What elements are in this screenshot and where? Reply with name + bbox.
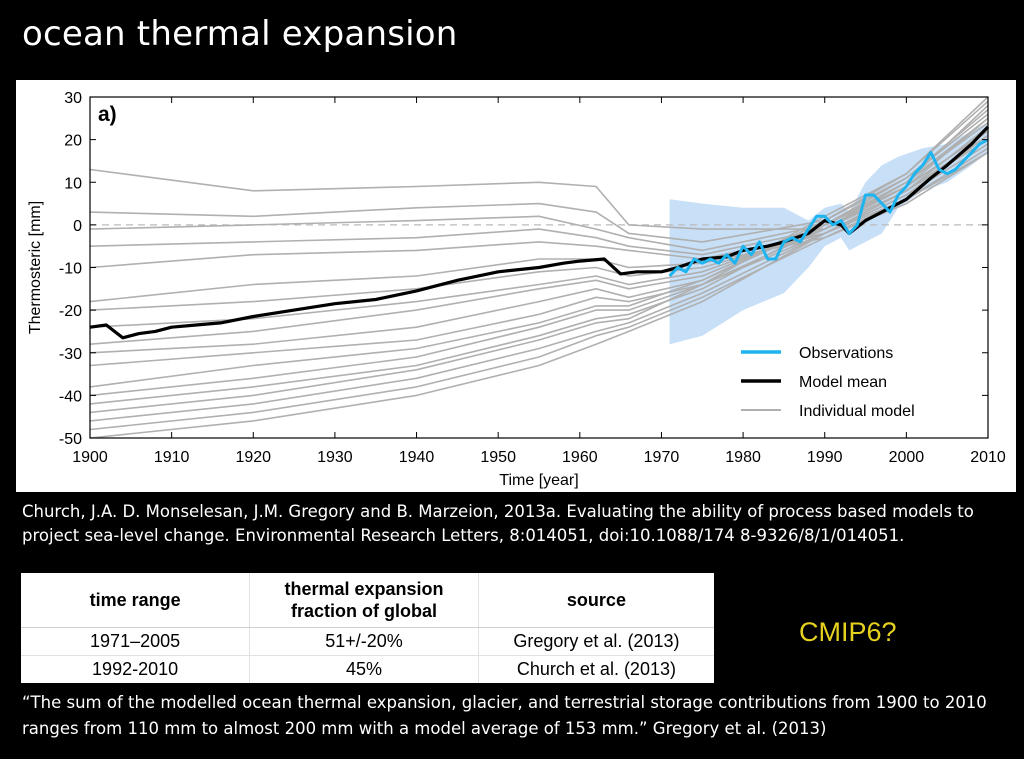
x-tick-label: 1930 — [317, 449, 353, 466]
y-tick-label: -40 — [59, 388, 82, 405]
header-source: source — [478, 573, 714, 628]
individual-model-line — [89, 130, 989, 397]
header-fraction: thermal expansion fraction of global — [249, 573, 479, 628]
table-row: 1971–2005 51+/-20% Gregory et al. (2013) — [21, 627, 714, 656]
cmip6-note: CMIP6? — [799, 617, 897, 647]
comparison-table: time range thermal expansion fraction of… — [21, 573, 714, 683]
x-tick-label: 2000 — [889, 449, 925, 466]
model-mean-line — [89, 125, 990, 340]
x-tick-label: 1910 — [154, 449, 190, 466]
comparison-table-panel: time range thermal expansion fraction of… — [21, 573, 714, 683]
header-time-range: time range — [21, 573, 251, 628]
x-tick-label: 1940 — [399, 449, 435, 466]
y-tick-label: -10 — [59, 261, 82, 278]
legend-label: Individual model — [799, 403, 915, 420]
table-header-row: time range thermal expansion fraction of… — [21, 573, 714, 628]
cell-fraction: 51+/-20% — [249, 627, 479, 656]
x-tick-label: 1990 — [807, 449, 843, 466]
observations-group — [668, 138, 989, 278]
individual-model-line — [89, 121, 989, 230]
x-tick-label: 1900 — [72, 449, 108, 466]
y-tick-label: 20 — [64, 133, 82, 150]
legend-group: Observations Model mean Individual model — [741, 345, 915, 420]
x-tick-label: 1950 — [480, 449, 516, 466]
cell-time-range: 1971–2005 — [21, 627, 251, 656]
observation-uncertainty-group — [669, 122, 988, 345]
x-tick-label: 1980 — [725, 449, 761, 466]
y-tick-label: -30 — [59, 346, 82, 363]
legend-label: Observations — [799, 345, 893, 362]
cell-source: Church et al. (2013) — [516, 659, 676, 679]
individual-model-line — [89, 138, 989, 256]
x-tick-label: 2010 — [970, 449, 1006, 466]
y-tick-label: 10 — [64, 175, 82, 192]
individual-model-line — [89, 143, 989, 422]
x-tick-label: 1920 — [235, 449, 271, 466]
legend-label: Model mean — [799, 374, 887, 391]
chart-panel: 1900 1910 1920 1930 1940 1950 1960 1970 1980 1990… — [16, 80, 1016, 492]
observation-uncertainty-band — [669, 122, 988, 345]
y-axis-label: Thermosteric [mm] — [27, 201, 44, 334]
observations-line — [668, 138, 989, 278]
individual-model-line — [89, 134, 989, 439]
cell-time-range: 1992-2010 — [21, 655, 251, 683]
y-tick-label: 0 — [73, 218, 82, 235]
individual-models-group — [89, 96, 989, 439]
cell-fraction: 45% — [249, 655, 479, 683]
panel-label: a) — [98, 103, 117, 126]
citation: Church, J.A. D. Monselesan, J.M. Gregory… — [22, 502, 974, 545]
x-tick-label: 1960 — [562, 449, 598, 466]
quote-text: “The sum of the modelled ocean thermal e… — [22, 693, 987, 738]
model-mean-group — [89, 125, 990, 340]
cell-source: Gregory et al. (2013) — [478, 627, 714, 656]
y-tick-label: 30 — [64, 90, 82, 107]
x-axis-label: Time [year] — [499, 472, 578, 489]
y-tick-label: -50 — [59, 431, 82, 448]
individual-model-line — [89, 113, 989, 405]
y-tick-label: -20 — [59, 303, 82, 320]
axes-group: 1900 1910 1920 1930 1940 1950 1960 1970 1980 1990… — [27, 90, 1006, 489]
table-row: 1992-2010 45% Church et al. (2013) — [21, 655, 714, 683]
individual-model-line — [89, 147, 989, 269]
x-tick-label: 1970 — [644, 449, 680, 466]
thermosteric-chart: 1900 1910 1920 1930 1940 1950 1960 1970 1980 1990… — [27, 90, 1006, 489]
individual-model-line — [89, 130, 989, 252]
individual-model-line — [89, 151, 989, 431]
slide-title: ocean thermal expansion — [22, 14, 458, 54]
individual-model-line — [89, 117, 989, 388]
